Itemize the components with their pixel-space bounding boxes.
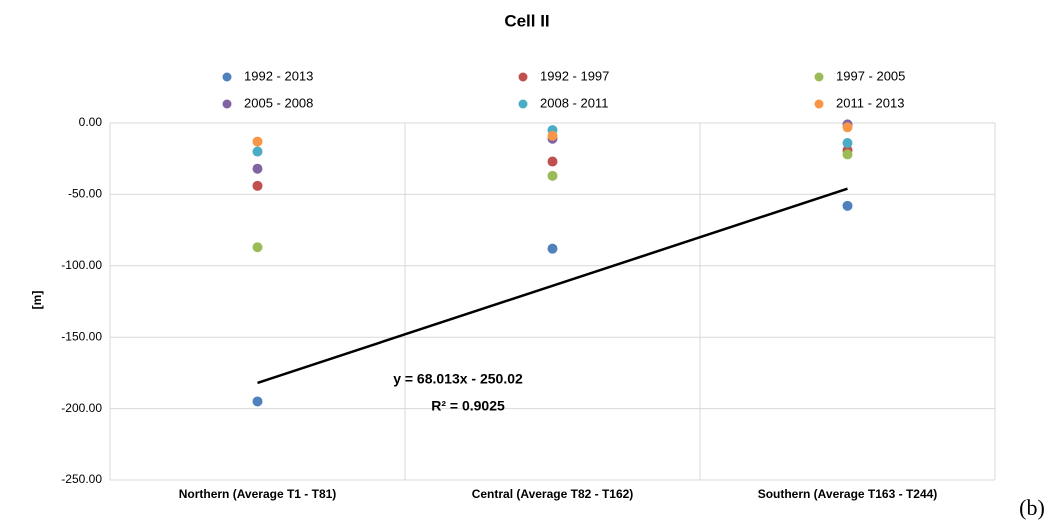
point [547, 156, 558, 167]
legend-label: 2005 - 2008 [244, 95, 313, 110]
chart-title: Cell II [504, 11, 549, 30]
point [252, 180, 263, 191]
point [252, 146, 263, 157]
point [842, 137, 853, 148]
legend-marker [518, 99, 528, 109]
x-tick-label: Northern (Average T1 - T81) [179, 487, 337, 501]
y-tick-label: -100.00 [61, 258, 102, 272]
point [842, 122, 853, 133]
point [252, 136, 263, 147]
legend-label: 1992 - 2013 [244, 68, 313, 83]
legend-marker [814, 99, 824, 109]
y-tick-label: -200.00 [61, 401, 102, 415]
trendline-equation: y = 68.013x - 250.02 [393, 371, 523, 387]
point [842, 149, 853, 160]
panel-label: (b) [1019, 495, 1045, 520]
legend-label: 1997 - 2005 [836, 68, 905, 83]
legend-marker [222, 99, 232, 109]
y-tick-label: 0.00 [79, 115, 103, 129]
trendline [257, 187, 848, 385]
point [842, 200, 853, 211]
x-tick-label: Southern (Average T163 - T244) [758, 487, 938, 501]
y-tick-label: -150.00 [61, 329, 102, 343]
legend-label: 1992 - 1997 [540, 68, 609, 83]
legend-marker [518, 72, 528, 82]
y-axis-label: [m] [30, 291, 44, 310]
point [547, 170, 558, 181]
legend-label: 2011 - 2013 [836, 95, 904, 110]
x-tick-label: Central (Average T82 - T162) [472, 487, 634, 501]
legend-label: 2008 - 2011 [540, 95, 608, 110]
y-tick-label: -250.00 [61, 472, 102, 486]
legend-marker [814, 72, 824, 82]
legend-marker [222, 72, 232, 82]
y-tick-label: -50.00 [68, 187, 102, 201]
point [252, 396, 263, 407]
trendline-r2: R² = 0.9025 [431, 398, 505, 414]
point [547, 243, 558, 254]
point [547, 130, 558, 141]
point [252, 163, 263, 174]
point [252, 242, 263, 253]
